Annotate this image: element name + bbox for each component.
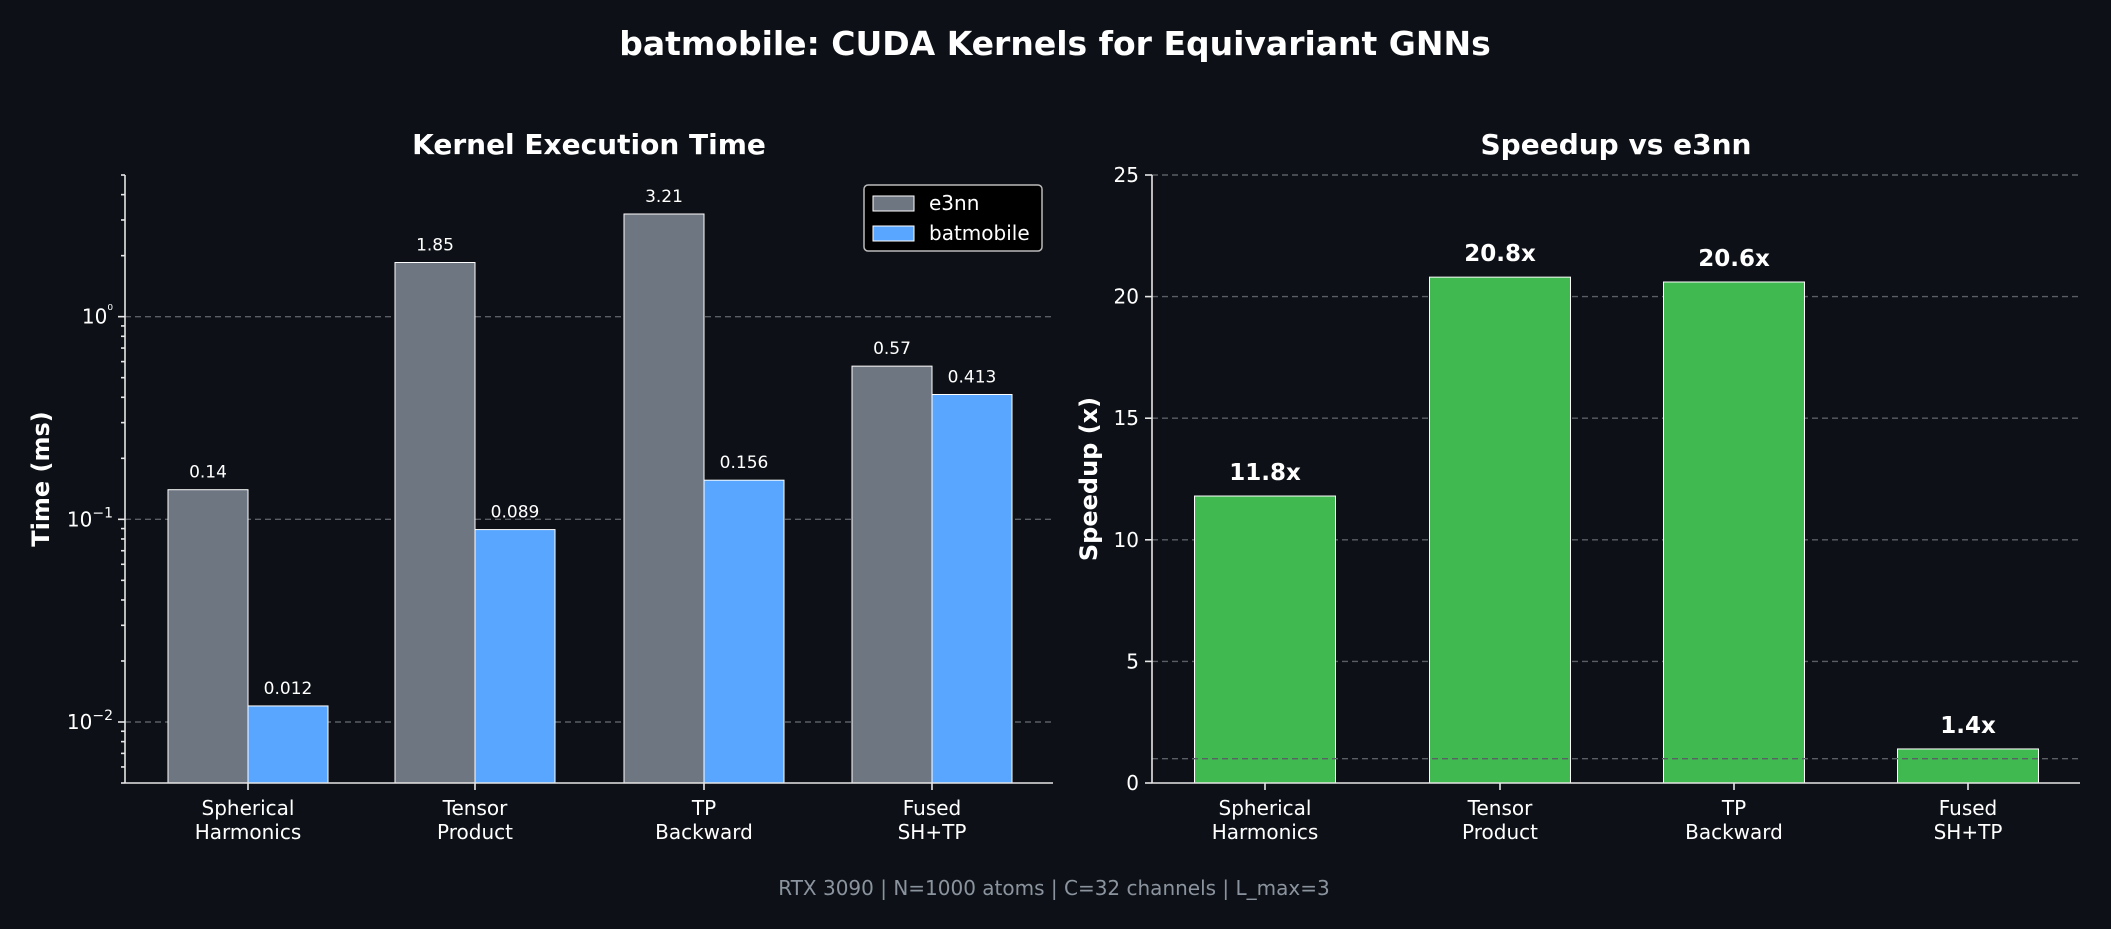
x-tick-label: Harmonics [195, 820, 302, 844]
figure-title: batmobile: CUDA Kernels for Equivariant … [619, 24, 1491, 63]
speedup-bar [1429, 276, 1571, 784]
y-tick-label: 10−2 [67, 708, 113, 734]
legend-swatch-e3nn [872, 195, 915, 212]
speedup-value-label: 11.8x [1229, 460, 1301, 486]
x-tick-label: Backward [1685, 820, 1783, 844]
bar-value-label: 0.14 [189, 463, 227, 483]
x-tick-label: Tensor [1467, 796, 1533, 820]
bar-value-label: 0.012 [264, 679, 313, 699]
speedup-value-label: 20.6x [1698, 246, 1770, 272]
x-tick-label: SH+TP [898, 820, 967, 844]
bar-value-label: 0.156 [720, 453, 769, 473]
x-tick-label: Product [437, 820, 513, 844]
speedup-bar [1897, 748, 2039, 784]
footer-note: RTX 3090 | N=1000 atoms | C=32 channels … [778, 876, 1329, 900]
speedup-value-label: 20.8x [1464, 241, 1536, 267]
speedup-ylabel: Speedup (x) [1075, 397, 1103, 561]
legend: e3nn batmobile [863, 184, 1043, 252]
y-tick-label: 10−1 [67, 505, 113, 531]
legend-label: e3nn [929, 191, 979, 215]
speedup-bar [1194, 495, 1336, 784]
x-tick-label: Fused [1939, 796, 1998, 820]
y-tick-label: 0 [1126, 771, 1139, 795]
x-tick-label: Fused [903, 796, 962, 820]
y-tick-label: 10 [1114, 528, 1139, 552]
x-tick-label: Spherical [202, 796, 295, 820]
bar-e3nn [623, 213, 705, 784]
y-tick-label: 25 [1114, 163, 1139, 187]
legend-swatch-batmobile [872, 225, 915, 242]
bar-batmobile [474, 529, 556, 784]
x-tick-label: SH+TP [1934, 820, 2003, 844]
speedup-value-label: 1.4x [1940, 713, 1996, 739]
speedup-bar [1663, 281, 1805, 784]
bar-value-label: 0.57 [873, 339, 911, 359]
y-tick-label: 5 [1126, 649, 1139, 673]
x-tick-label: TP [691, 796, 716, 820]
bar-value-label: 3.21 [645, 187, 683, 207]
bar-value-label: 1.85 [416, 236, 454, 256]
bar-value-label: 0.413 [948, 367, 997, 387]
execution-time-ylabel: Time (ms) [27, 411, 55, 546]
y-tick-label: 10⁰ [82, 303, 113, 329]
y-tick-label: 20 [1114, 285, 1139, 309]
bar-value-label: 0.089 [491, 503, 540, 523]
x-tick-label: Tensor [442, 796, 508, 820]
x-tick-label: Harmonics [1212, 820, 1319, 844]
bar-e3nn [167, 489, 249, 784]
speedup-chart: Speedup vs e3nn Speedup (x) 0 5 10 15 20 25 11… [1075, 128, 2080, 844]
execution-time-chart: Kernel Execution Time Time (ms) 10−2 10−1… [27, 128, 1053, 844]
x-tick-label: Spherical [1219, 796, 1312, 820]
legend-label: batmobile [929, 221, 1030, 245]
y-tick-label: 15 [1114, 406, 1139, 430]
x-tick-label: TP [1721, 796, 1746, 820]
bar-e3nn [851, 365, 933, 784]
x-tick-label: Backward [655, 820, 753, 844]
execution-time-title: Kernel Execution Time [412, 128, 766, 161]
speedup-title: Speedup vs e3nn [1481, 128, 1752, 161]
bar-e3nn [394, 262, 476, 784]
bar-batmobile [931, 393, 1013, 784]
bar-batmobile [703, 479, 785, 784]
x-tick-label: Product [1462, 820, 1538, 844]
bar-batmobile [247, 705, 329, 784]
